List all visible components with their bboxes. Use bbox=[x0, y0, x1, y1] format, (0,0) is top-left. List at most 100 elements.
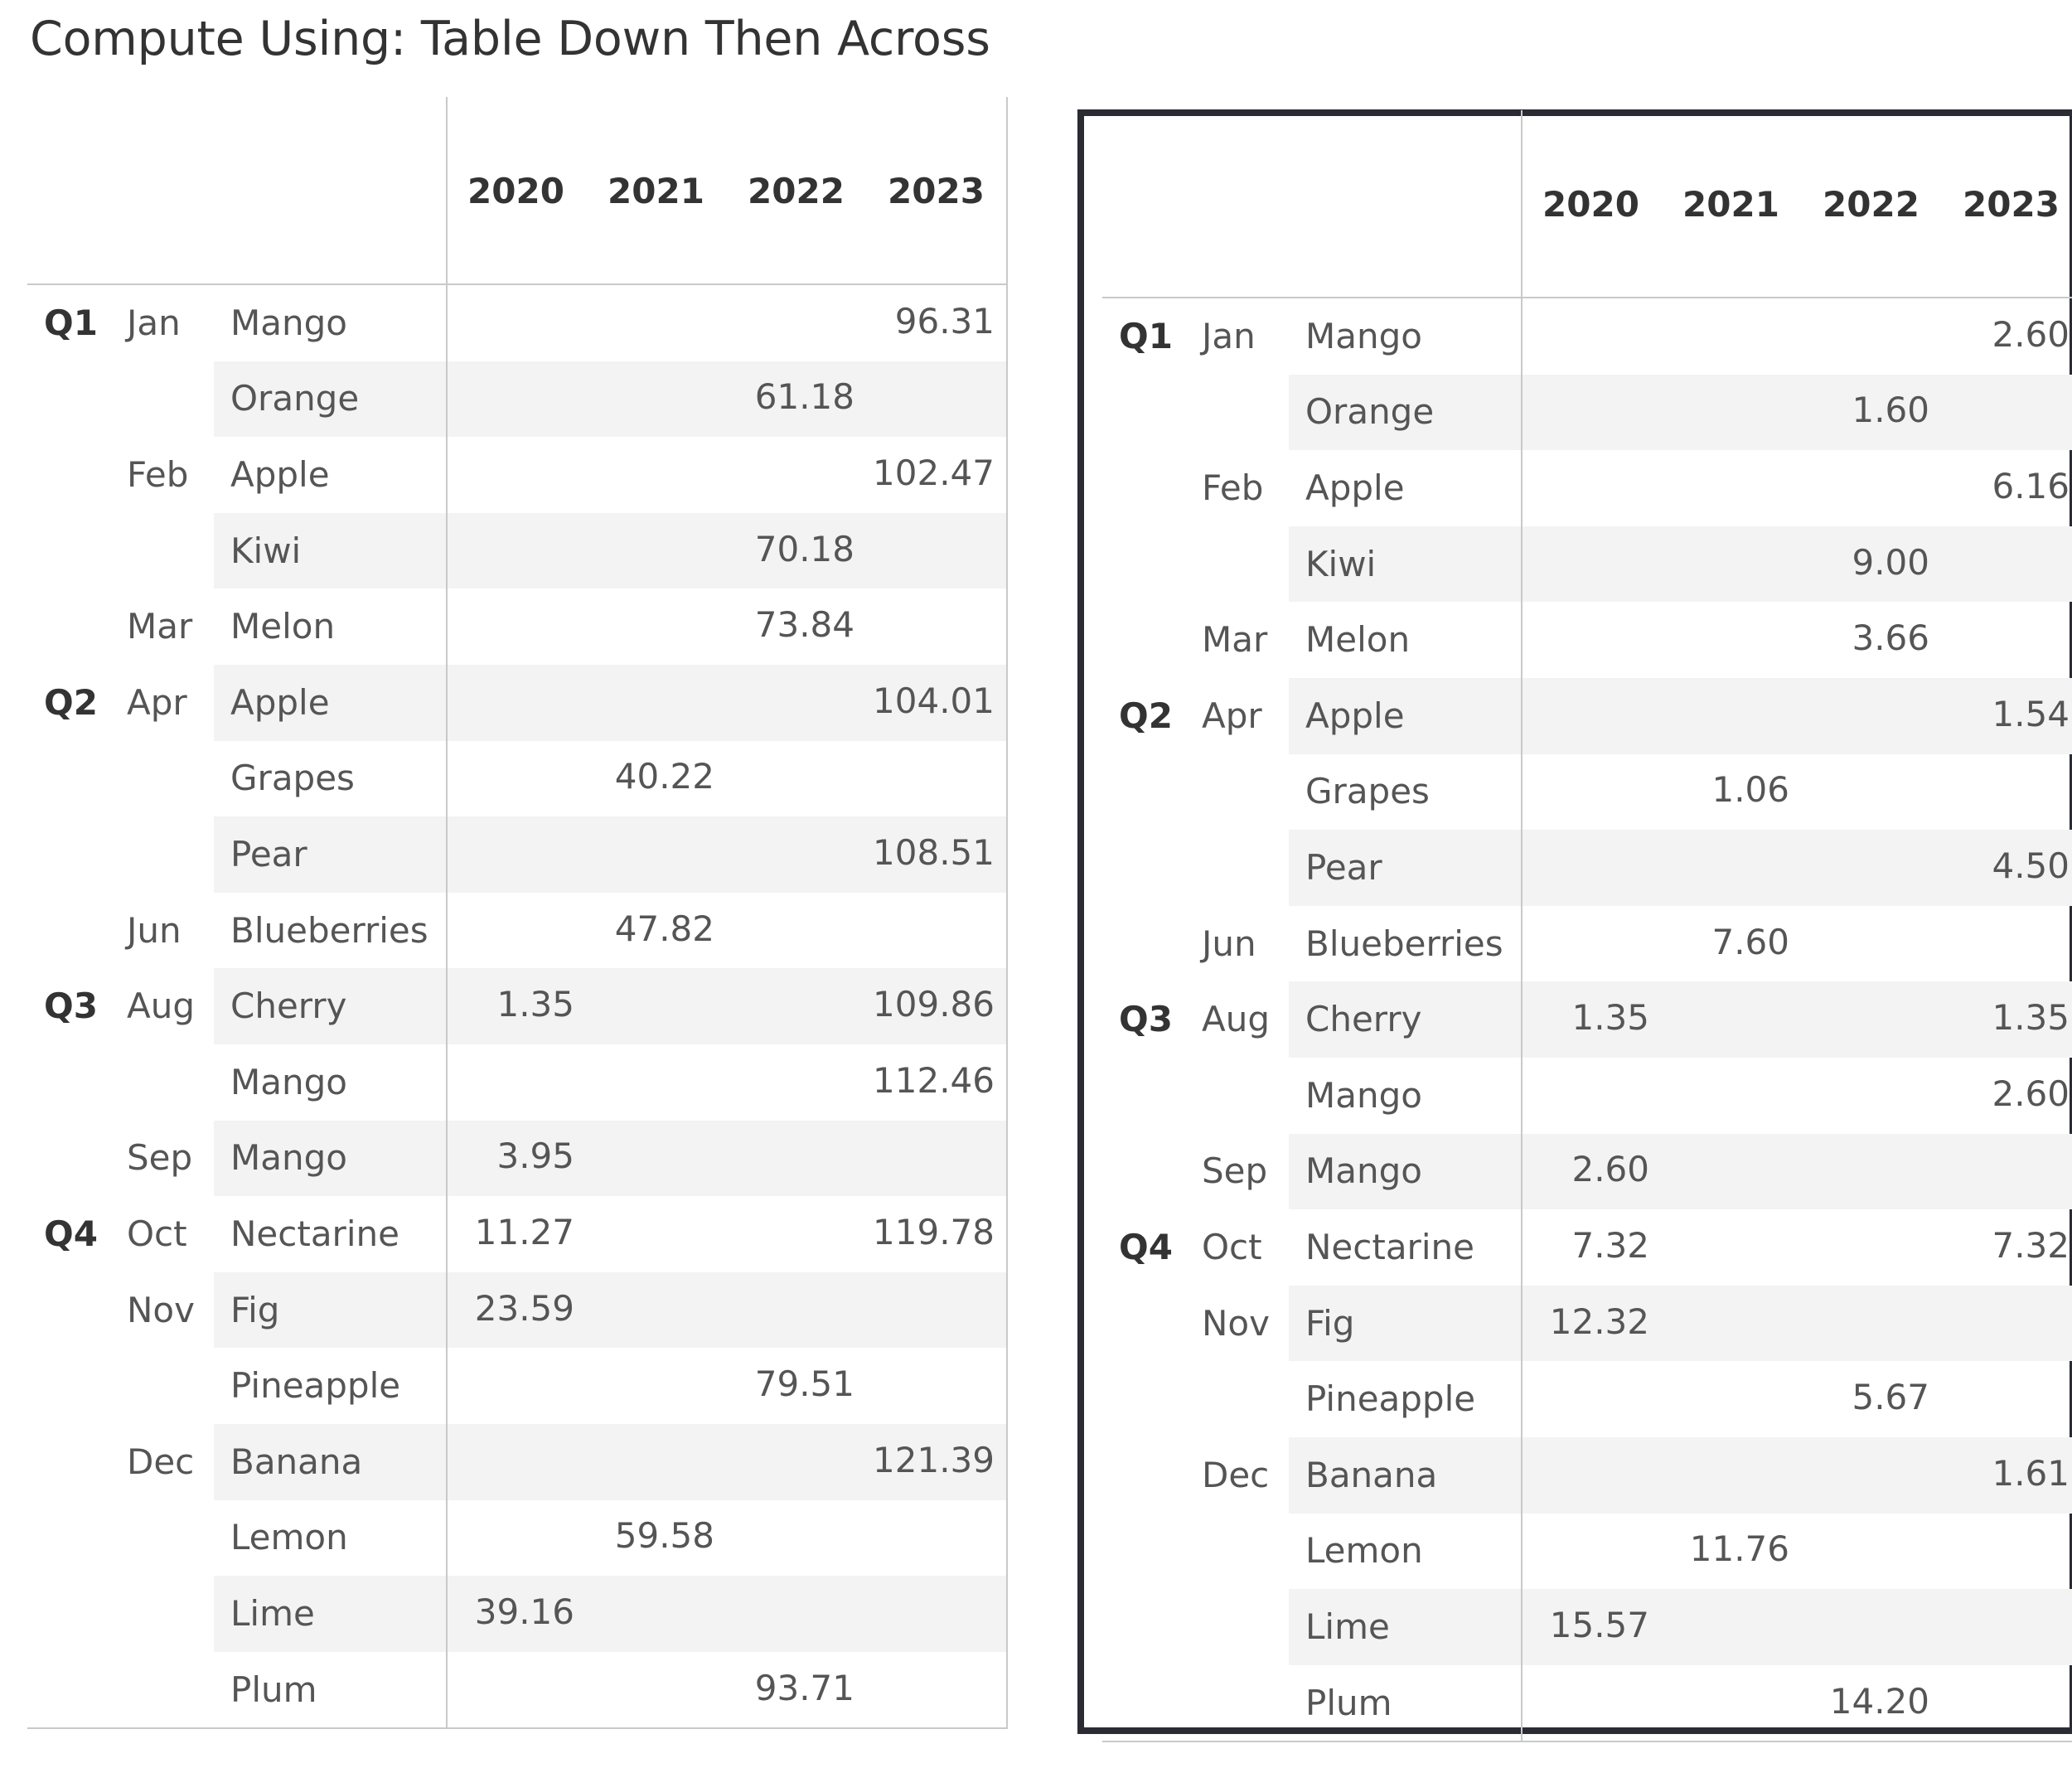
value-cell[interactable]: 1.35 bbox=[1992, 997, 2070, 1039]
fruit-label[interactable]: Cherry bbox=[230, 986, 347, 1027]
quarter-label[interactable]: Q1 bbox=[1119, 315, 1173, 356]
fruit-label[interactable]: Mango bbox=[1305, 315, 1422, 356]
fruit-label[interactable]: Melon bbox=[230, 606, 336, 647]
fruit-label[interactable]: Pear bbox=[1305, 847, 1382, 888]
value-cell[interactable]: 4.50 bbox=[1992, 845, 2070, 886]
value-cell[interactable]: 39.16 bbox=[474, 1591, 574, 1632]
month-label[interactable]: Sep bbox=[1202, 1150, 1268, 1192]
month-label[interactable]: Jun bbox=[1202, 923, 1256, 964]
column-header-2022[interactable]: 2022 bbox=[748, 171, 845, 211]
value-cell[interactable]: 102.47 bbox=[873, 453, 995, 493]
fruit-label[interactable]: Cherry bbox=[1305, 999, 1422, 1040]
value-cell[interactable]: 7.60 bbox=[1711, 921, 1789, 962]
value-cell[interactable]: 12.32 bbox=[1549, 1301, 1649, 1342]
quarter-label[interactable]: Q1 bbox=[44, 302, 98, 343]
value-cell[interactable]: 1.06 bbox=[1711, 769, 1789, 811]
fruit-label[interactable]: Blueberries bbox=[230, 909, 428, 951]
month-label[interactable]: Sep bbox=[127, 1137, 193, 1179]
column-header-2022[interactable]: 2022 bbox=[1823, 184, 1920, 225]
value-cell[interactable]: 121.39 bbox=[873, 1439, 995, 1480]
fruit-label[interactable]: Lime bbox=[230, 1593, 315, 1634]
month-label[interactable]: Aug bbox=[127, 986, 196, 1027]
value-cell[interactable]: 47.82 bbox=[614, 908, 714, 949]
fruit-label[interactable]: Lemon bbox=[1305, 1530, 1423, 1572]
fruit-label[interactable]: Apple bbox=[1305, 695, 1405, 736]
month-label[interactable]: Jan bbox=[127, 302, 181, 343]
fruit-label[interactable]: Mango bbox=[1305, 1150, 1422, 1192]
fruit-label[interactable]: Mango bbox=[230, 302, 347, 343]
value-cell[interactable]: 109.86 bbox=[873, 984, 995, 1025]
value-cell[interactable]: 79.51 bbox=[754, 1364, 854, 1405]
fruit-label[interactable]: Fig bbox=[230, 1289, 280, 1330]
fruit-label[interactable]: Mango bbox=[230, 1061, 347, 1102]
fruit-label[interactable]: Lime bbox=[1305, 1606, 1390, 1647]
value-cell[interactable]: 2.60 bbox=[1992, 313, 2070, 355]
value-cell[interactable]: 3.66 bbox=[1852, 618, 1929, 659]
value-cell[interactable]: 14.20 bbox=[1829, 1680, 1929, 1722]
month-label[interactable]: Aug bbox=[1202, 999, 1271, 1040]
month-label[interactable]: Nov bbox=[1202, 1302, 1270, 1344]
column-header-2021[interactable]: 2021 bbox=[1682, 184, 1779, 225]
value-cell[interactable]: 96.31 bbox=[894, 300, 995, 341]
quarter-label[interactable]: Q3 bbox=[44, 986, 98, 1027]
value-cell[interactable]: 73.84 bbox=[754, 604, 854, 646]
fruit-label[interactable]: Orange bbox=[230, 378, 360, 419]
value-cell[interactable]: 70.18 bbox=[754, 528, 854, 569]
column-header-2020[interactable]: 2020 bbox=[1542, 184, 1639, 225]
month-label[interactable]: Dec bbox=[1202, 1454, 1270, 1495]
fruit-label[interactable]: Nectarine bbox=[1305, 1227, 1474, 1267]
fruit-label[interactable]: Banana bbox=[230, 1441, 363, 1482]
value-cell[interactable]: 104.01 bbox=[873, 680, 995, 721]
value-cell[interactable]: 1.35 bbox=[496, 984, 574, 1025]
value-cell[interactable]: 108.51 bbox=[873, 832, 995, 873]
column-header-2021[interactable]: 2021 bbox=[608, 171, 704, 211]
value-cell[interactable]: 6.16 bbox=[1992, 466, 2070, 506]
month-label[interactable]: Feb bbox=[1202, 467, 1264, 508]
fruit-label[interactable]: Blueberries bbox=[1305, 923, 1503, 964]
value-cell[interactable]: 1.61 bbox=[1992, 1452, 2070, 1494]
value-cell[interactable]: 40.22 bbox=[614, 756, 714, 797]
fruit-label[interactable]: Pineapple bbox=[1305, 1378, 1476, 1420]
quarter-label[interactable]: Q2 bbox=[44, 681, 98, 723]
value-cell[interactable]: 7.32 bbox=[1992, 1225, 2070, 1266]
crosstab-right[interactable]: 2020 2021 2022 2023 Q1 Jan Mango 2.60 Orange 1.60… bbox=[1102, 110, 2072, 1768]
fruit-label[interactable]: Apple bbox=[230, 681, 330, 723]
month-label[interactable]: Apr bbox=[127, 681, 187, 723]
crosstab-left[interactable]: 2020 2021 2022 2023 Q1 Jan Mango 96.31 Orange 61.… bbox=[27, 97, 1008, 1755]
fruit-label[interactable]: Orange bbox=[1305, 391, 1435, 433]
fruit-label[interactable]: Banana bbox=[1305, 1454, 1438, 1495]
fruit-label[interactable]: Lemon bbox=[230, 1517, 348, 1558]
month-label[interactable]: Feb bbox=[127, 454, 189, 495]
fruit-label[interactable]: Melon bbox=[1305, 619, 1411, 661]
value-cell[interactable]: 2.60 bbox=[1571, 1149, 1649, 1190]
value-cell[interactable]: 93.71 bbox=[754, 1667, 854, 1708]
fruit-label[interactable]: Fig bbox=[1305, 1302, 1355, 1344]
column-header-2023[interactable]: 2023 bbox=[1963, 184, 2060, 225]
month-label[interactable]: Dec bbox=[127, 1441, 195, 1482]
month-label[interactable]: Mar bbox=[127, 606, 193, 647]
column-header-2020[interactable]: 2020 bbox=[467, 171, 564, 211]
value-cell[interactable]: 1.60 bbox=[1852, 390, 1929, 431]
quarter-label[interactable]: Q2 bbox=[1119, 695, 1173, 736]
month-label[interactable]: Jun bbox=[127, 909, 182, 951]
fruit-label[interactable]: Nectarine bbox=[230, 1213, 399, 1254]
fruit-label[interactable]: Pear bbox=[230, 834, 307, 874]
value-cell[interactable]: 11.27 bbox=[474, 1212, 574, 1252]
fruit-label[interactable]: Kiwi bbox=[1305, 543, 1377, 584]
quarter-label[interactable]: Q4 bbox=[44, 1213, 98, 1254]
value-cell[interactable]: 9.00 bbox=[1852, 541, 1929, 583]
value-cell[interactable]: 1.35 bbox=[1571, 997, 1649, 1039]
value-cell[interactable]: 59.58 bbox=[614, 1515, 714, 1557]
value-cell[interactable]: 61.18 bbox=[754, 376, 854, 418]
fruit-label[interactable]: Pineapple bbox=[230, 1365, 401, 1407]
month-label[interactable]: Nov bbox=[127, 1289, 195, 1330]
column-header-2023[interactable]: 2023 bbox=[888, 171, 985, 211]
value-cell[interactable]: 15.57 bbox=[1549, 1605, 1649, 1645]
value-cell[interactable]: 5.67 bbox=[1852, 1377, 1929, 1418]
value-cell[interactable]: 119.78 bbox=[873, 1212, 995, 1252]
month-label[interactable]: Mar bbox=[1202, 619, 1268, 661]
quarter-label[interactable]: Q4 bbox=[1119, 1227, 1173, 1267]
fruit-label[interactable]: Apple bbox=[1305, 467, 1405, 508]
value-cell[interactable]: 112.46 bbox=[873, 1059, 995, 1101]
value-cell[interactable]: 23.59 bbox=[474, 1287, 574, 1329]
